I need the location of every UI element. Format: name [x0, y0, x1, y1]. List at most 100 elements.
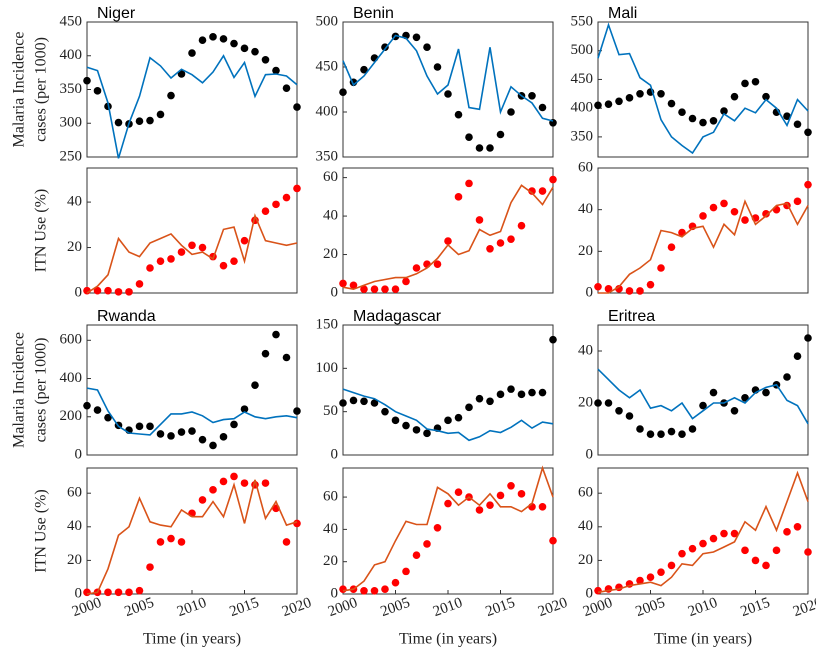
data-point	[507, 235, 515, 243]
data-point	[793, 523, 802, 531]
data-point	[444, 90, 452, 98]
data-point	[762, 388, 770, 397]
data-point	[167, 432, 175, 440]
data-point	[240, 236, 249, 245]
data-point	[657, 568, 665, 576]
y-axis-label: Malaria Incidence	[11, 332, 28, 448]
y-tick-label: 40	[578, 201, 593, 217]
data-point	[741, 394, 749, 402]
data-point	[339, 279, 347, 288]
x-tick-label: 2015	[738, 595, 772, 620]
data-point	[636, 287, 644, 295]
data-point	[381, 407, 389, 416]
y-tick-label: 60	[578, 159, 593, 175]
data-point	[114, 588, 123, 597]
data-point	[709, 388, 718, 397]
y-tick-label: 400	[60, 47, 83, 63]
y-tick-label: 450	[316, 58, 339, 74]
data-point	[594, 586, 602, 595]
data-point	[496, 390, 505, 399]
data-point	[496, 130, 505, 139]
data-point	[496, 239, 505, 247]
plot-frame	[342, 324, 554, 456]
y-tick-label: 500	[316, 13, 339, 29]
y-tick-label: 0	[331, 585, 339, 601]
data-point	[146, 116, 154, 125]
panel-title: Rwanda	[97, 308, 156, 325]
series-line	[598, 199, 809, 294]
data-point	[391, 416, 400, 425]
data-point	[433, 523, 442, 532]
data-point	[625, 94, 634, 102]
data-point	[146, 422, 154, 431]
data-point	[538, 502, 547, 511]
data-point	[360, 397, 368, 406]
data-point	[741, 216, 749, 224]
data-point	[177, 538, 186, 546]
data-point	[730, 407, 739, 415]
data-point	[678, 108, 686, 116]
data-point	[177, 428, 186, 436]
data-point	[475, 506, 484, 514]
data-point	[636, 90, 644, 98]
data-point	[209, 486, 217, 494]
y-tick-label: 40	[578, 342, 593, 358]
series-line	[597, 368, 809, 425]
data-point	[730, 529, 739, 538]
data-point	[135, 280, 144, 288]
data-point	[454, 193, 463, 201]
data-point	[433, 63, 442, 71]
data-point	[475, 394, 484, 403]
data-point	[783, 112, 791, 121]
data-point	[646, 430, 655, 439]
data-point	[475, 144, 484, 152]
data-point	[167, 255, 175, 263]
y-axis-label: Malaria Incidence	[11, 32, 28, 148]
data-point	[125, 588, 133, 597]
x-tick-label: 2010	[686, 595, 720, 620]
data-point	[762, 92, 770, 101]
data-point	[741, 546, 749, 555]
data-point	[198, 243, 207, 252]
data-point	[646, 573, 655, 581]
data-point	[538, 187, 547, 195]
data-point	[135, 586, 144, 595]
data-point	[646, 280, 655, 289]
x-tick-label: 2020	[536, 595, 570, 620]
data-point	[360, 285, 368, 293]
y-tick-label: 0	[586, 585, 594, 601]
y-tick-label: 60	[323, 489, 338, 505]
data-point	[678, 549, 686, 558]
y-tick-label: 250	[60, 148, 83, 164]
plot-frame	[597, 167, 809, 294]
y-tick-label: 550	[571, 13, 594, 29]
data-point	[720, 199, 728, 208]
data-point	[699, 401, 707, 410]
data-point	[454, 488, 463, 497]
data-point	[156, 538, 165, 546]
data-point	[465, 133, 473, 141]
data-point	[272, 330, 280, 339]
data-point	[261, 207, 270, 215]
x-tick-label: 2010	[431, 595, 465, 620]
data-point	[402, 567, 410, 576]
x-tick-label: 2020	[791, 595, 816, 620]
data-point	[678, 430, 686, 439]
data-point	[444, 237, 452, 245]
y-tick-label: 350	[60, 81, 83, 97]
data-point	[93, 286, 102, 295]
y-tick-label: 350	[316, 148, 339, 164]
data-point	[486, 501, 494, 509]
x-tick-label: 2020	[280, 595, 314, 620]
data-point	[261, 56, 270, 64]
data-point	[423, 429, 431, 438]
data-point	[360, 586, 368, 595]
data-point	[751, 556, 760, 565]
y-tick-label: 350	[571, 128, 594, 144]
data-point	[604, 285, 613, 293]
data-point	[230, 420, 238, 429]
data-point	[381, 285, 389, 293]
data-point	[804, 128, 812, 137]
data-point	[496, 491, 505, 500]
data-point	[230, 39, 238, 48]
